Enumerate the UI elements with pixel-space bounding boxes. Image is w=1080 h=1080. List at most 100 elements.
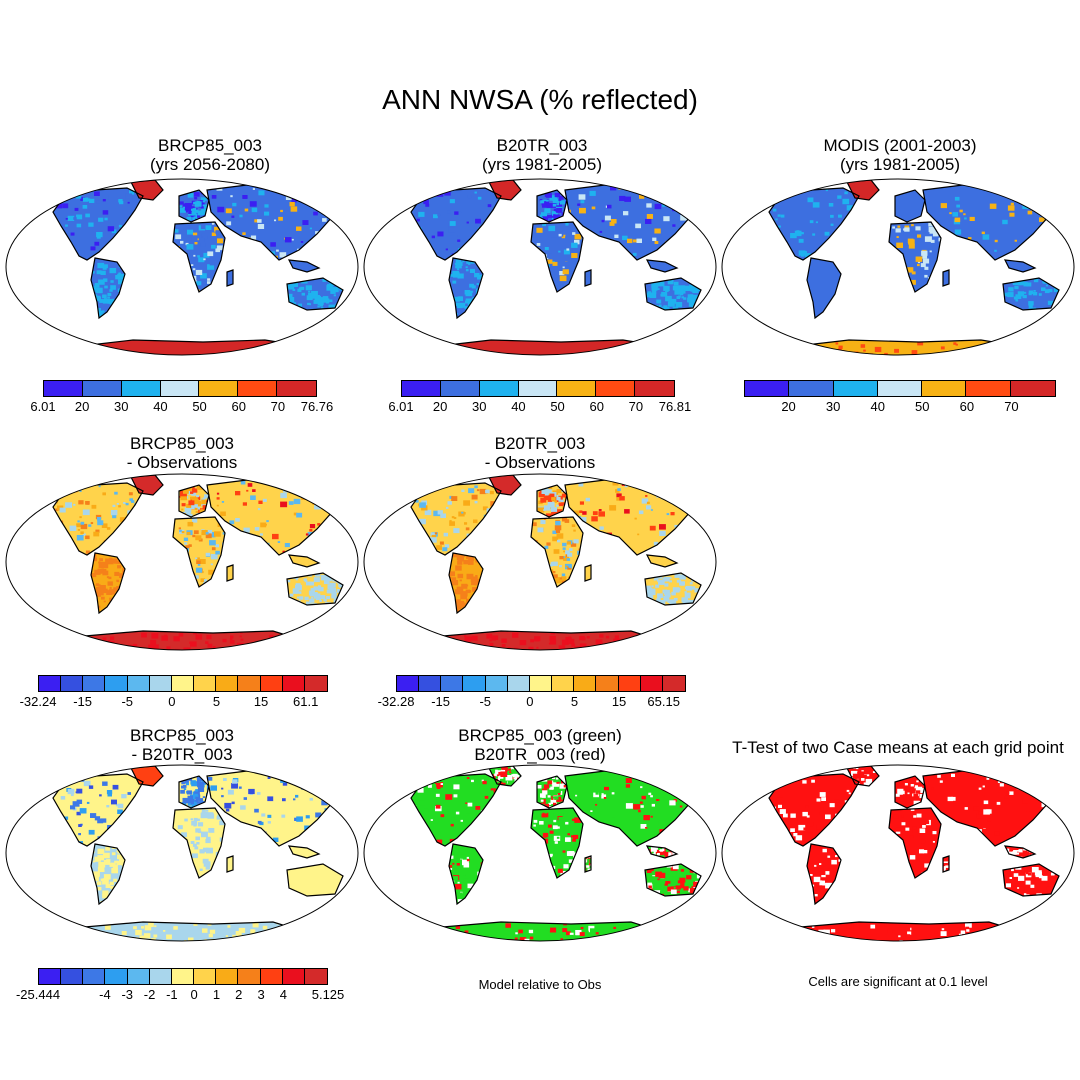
coastline-namerica (410, 187, 502, 261)
map-panel-1 (3, 176, 361, 358)
coastline-africa (888, 807, 942, 879)
coastline-madagascar (942, 855, 950, 873)
panel-9-note: Cells are significant at 0.1 level (808, 974, 988, 989)
colorbar-tick-label: 0 (526, 694, 534, 709)
map-panel-3 (719, 176, 1077, 358)
colorbar-swatch (238, 969, 261, 984)
colorbar-tick-label: 50 (192, 399, 207, 414)
colorbar-swatch (441, 676, 464, 691)
colorbar-swatch (440, 381, 480, 396)
colorbar-swatches (396, 675, 686, 692)
coastline-seasia (287, 554, 321, 568)
colorbar-tick-label: 6.01 (388, 399, 414, 414)
colorbar-swatch (127, 969, 150, 984)
coastline-australia (1002, 863, 1060, 897)
colorbar-tick-label: 15 (253, 694, 269, 709)
colorbar-tick-label: 30 (825, 399, 841, 414)
colorbar-swatch (149, 969, 172, 984)
coastline-australia (644, 863, 702, 897)
colorbar-swatch (635, 381, 674, 396)
coastline-africa (530, 516, 584, 588)
colorbar-swatch (277, 381, 316, 396)
colorbar-swatch (171, 676, 195, 691)
coastline-australia (1002, 277, 1060, 311)
colorbar-swatches (401, 380, 675, 397)
landmass-namerica (411, 188, 501, 260)
landmass-samerica (807, 258, 841, 318)
map-panel-5 (361, 471, 719, 653)
colorbar-tick-label: 2 (235, 987, 243, 1002)
figure-title: ANN NWSA (% reflected) (382, 84, 698, 115)
colorbar-tick-label: 40 (153, 399, 168, 414)
panel-3-title-line2: (yrs 1981-2005) (839, 155, 960, 174)
colorbar-swatch (83, 969, 106, 984)
coastline-australia (644, 572, 702, 606)
coastline-seasia (287, 259, 321, 273)
map-border (721, 764, 1075, 942)
colorbar-panel-3: 20 30 40 50 60 70 (744, 380, 1056, 416)
colorbar-swatch (745, 381, 790, 396)
coastline-samerica (448, 257, 484, 320)
colorbar-tick-label: 5 (570, 694, 579, 709)
landmass-madagascar (227, 565, 233, 581)
coastline-namerica (410, 773, 502, 847)
panel-4-title-line1: BRCP85_003 (130, 434, 234, 453)
coastline-namerica (52, 482, 144, 556)
landmass-greenland (847, 180, 879, 200)
coastline-seasia (645, 554, 679, 568)
coastline-seasia (1003, 259, 1037, 273)
panel-3-title-line1: MODIS (2001-2003) (823, 136, 977, 155)
panel-4-title: BRCP85_003 - Observations (3, 434, 361, 472)
coastline-namerica (768, 773, 860, 847)
coastline-madagascar (584, 855, 592, 873)
colorbar-swatch (662, 676, 686, 691)
colorbar-swatch (238, 381, 278, 396)
coastline-africa (172, 807, 226, 879)
colorbar-panel-4: -32.24 -15 -5 0 5 15 61.1 (20, 675, 328, 711)
landmass-australia (287, 864, 343, 896)
colorbar-swatch (105, 969, 128, 984)
colorbar-swatch (507, 676, 530, 691)
coastline-samerica (806, 843, 842, 906)
landmass-greenland (489, 180, 521, 200)
landmass-europe (895, 190, 925, 222)
coastline-samerica (90, 257, 126, 320)
colorbar-tick-label: -25.444 (15, 987, 61, 1002)
landmass-madagascar (227, 856, 233, 872)
coastline-samerica (90, 843, 126, 906)
panel-1-title-line1: BRCP85_003 (158, 136, 262, 155)
coastline-seasia (287, 845, 321, 859)
colorbar-tick-label: 40 (511, 399, 526, 414)
panel-8-title-line1: BRCP85_003 (green) (458, 726, 622, 745)
panel-3-title: MODIS (2001-2003) (yrs 1981-2005) (721, 136, 1079, 174)
colorbar-swatch (529, 676, 553, 691)
coastline-madagascar (226, 564, 234, 582)
colorbar-swatch (61, 676, 84, 691)
colorbar-swatch (789, 381, 834, 396)
colorbar-swatch (216, 969, 239, 984)
coastline-madagascar (584, 269, 592, 287)
map-border (721, 178, 1075, 356)
colorbar-tick-label: 65.15 (647, 694, 680, 709)
coastline-africa (172, 516, 226, 588)
coastline-europe (178, 189, 210, 223)
colorbar-swatch (83, 676, 106, 691)
colorbar-swatch (149, 676, 172, 691)
coastline-africa (530, 807, 584, 879)
coastline-australia (644, 277, 702, 311)
coastline-samerica (90, 552, 126, 615)
coastline-africa (530, 221, 584, 293)
colorbar-swatches (38, 675, 328, 692)
coastline-europe (178, 775, 210, 809)
colorbar-swatch (574, 676, 597, 691)
colorbar-swatch (199, 381, 239, 396)
coastline-madagascar (226, 269, 234, 287)
map-border (363, 764, 717, 942)
colorbar-swatch (39, 969, 62, 984)
coastline-seasia (645, 259, 679, 273)
colorbar-swatch (127, 676, 150, 691)
colorbar-tick-label: 6.01 (30, 399, 56, 414)
texture-australia (645, 864, 701, 896)
colorbar-tick-label: -4 (99, 987, 111, 1002)
coastline-samerica (448, 552, 484, 615)
